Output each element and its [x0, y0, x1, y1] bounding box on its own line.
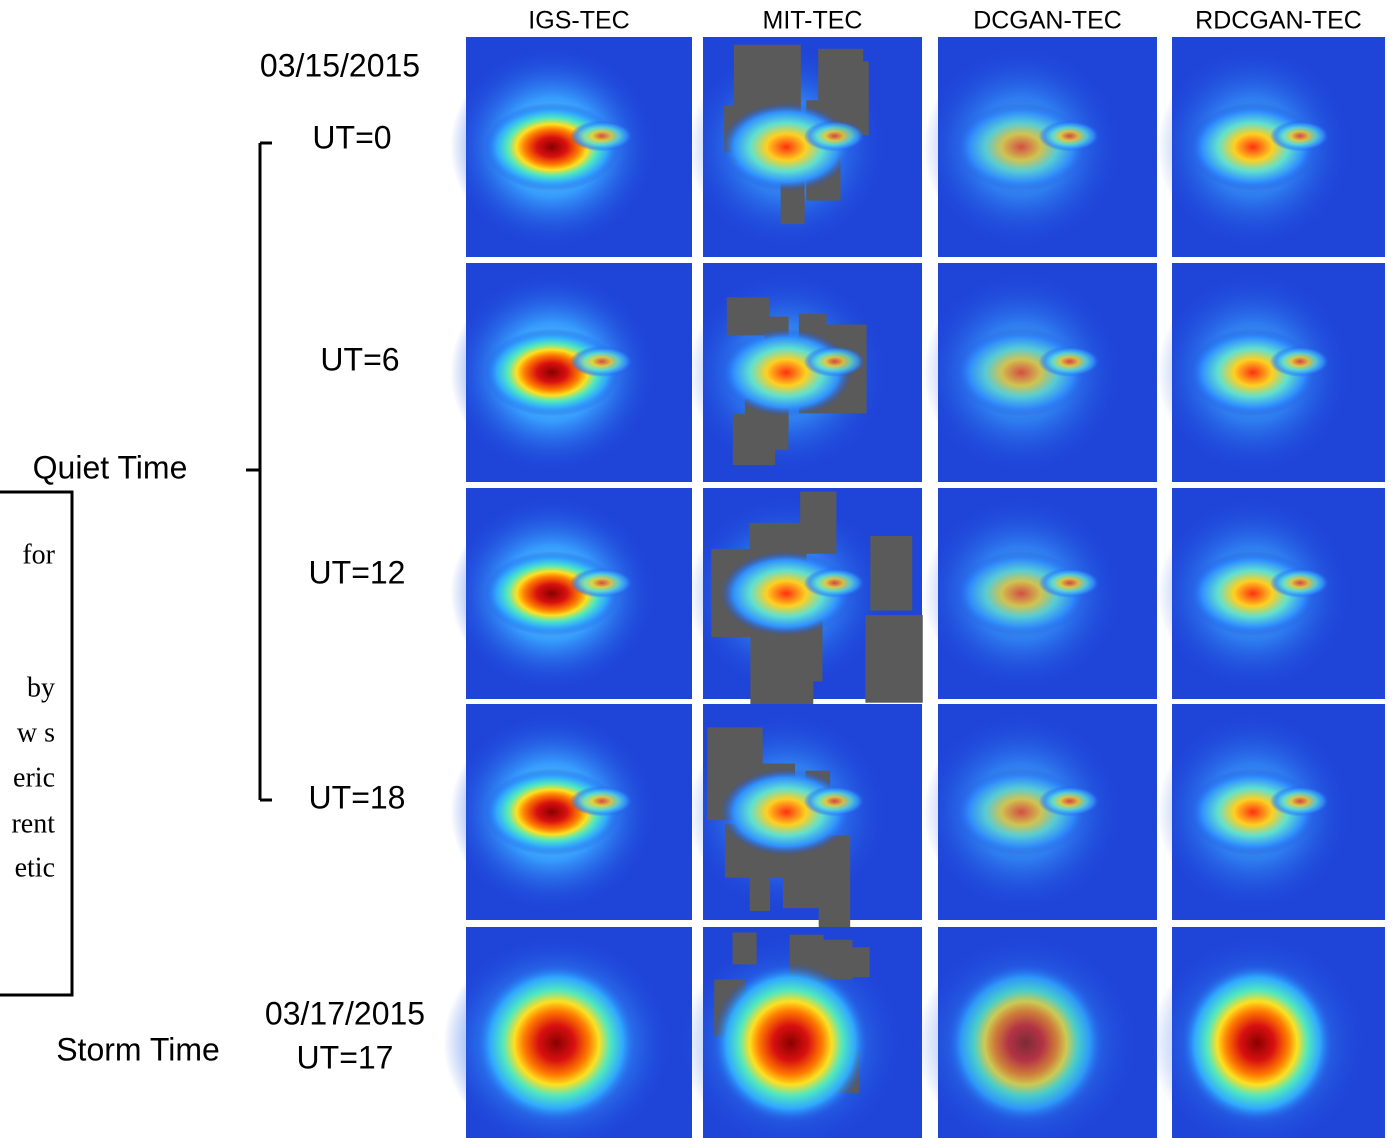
missing-data [870, 536, 912, 611]
date-label: 03/17/2015 [265, 995, 425, 1031]
map-arm [1270, 346, 1330, 377]
column-header: MIT-TEC [763, 7, 863, 35]
map-arm [804, 568, 865, 598]
map-core [712, 963, 870, 1123]
row-label: UT=0 [312, 119, 391, 155]
missing-data [800, 492, 836, 554]
tec-map [688, 37, 922, 257]
figure: for by w s eric rent etic 03/15/2015 Quiet Ti… [0, 0, 1397, 1138]
tec-map [450, 263, 692, 482]
map-arm [1039, 786, 1100, 816]
caption-text: rent [11, 808, 55, 839]
map-arm [1270, 568, 1330, 598]
column-header: IGS-TEC [528, 7, 629, 35]
tec-map [916, 927, 1157, 1138]
tec-map [923, 488, 1157, 699]
tec-map [1157, 704, 1385, 920]
map-arm [1270, 121, 1330, 152]
map-arm [1039, 346, 1100, 377]
column-header: RDCGAN-TEC [1195, 7, 1362, 35]
bracket [246, 143, 272, 800]
tec-map [450, 704, 692, 920]
tec-map [1157, 263, 1385, 482]
tile-grid [443, 37, 1385, 1138]
tec-map [688, 488, 923, 718]
map-arm [1270, 786, 1330, 816]
missing-data [865, 615, 922, 703]
tec-map [688, 263, 922, 482]
map-arm [804, 346, 865, 377]
row-label: UT=6 [320, 341, 399, 377]
tec-map [443, 927, 692, 1138]
map-arm [1039, 568, 1100, 598]
row-label: UT=18 [309, 779, 406, 815]
tec-map [681, 927, 922, 1138]
tec-map [688, 704, 922, 940]
map-arm [570, 568, 633, 598]
tec-map [923, 263, 1157, 482]
date-label: 03/15/2015 [260, 47, 420, 83]
missing-data [819, 835, 850, 940]
tec-map [923, 704, 1157, 920]
group-label: Quiet Time [33, 449, 188, 485]
row-label: UT=12 [309, 554, 406, 590]
tec-map [923, 37, 1157, 257]
map-arm [804, 121, 865, 152]
map-core [475, 963, 638, 1123]
caption-text: for [22, 539, 55, 570]
map-arm [804, 786, 865, 816]
group-label: Storm Time [56, 1031, 220, 1067]
map-core [947, 963, 1105, 1123]
tec-map [1157, 488, 1385, 699]
tec-map [1157, 37, 1385, 257]
missing-data [733, 933, 757, 965]
map-core [1181, 963, 1334, 1123]
map-arm [1039, 121, 1100, 152]
caption-text: etic [15, 852, 55, 883]
map-arm [570, 346, 633, 377]
row-label: UT=17 [297, 1039, 394, 1075]
tec-map [450, 37, 692, 257]
tec-map [450, 488, 692, 699]
map-arm [570, 786, 633, 816]
caption-text: eric [13, 762, 55, 793]
tec-map [1151, 927, 1385, 1138]
missing-data [727, 297, 770, 335]
map-arm [570, 121, 633, 152]
column-header: DCGAN-TEC [973, 7, 1122, 35]
caption-text: w s [17, 717, 55, 748]
caption-text: by [27, 672, 55, 703]
caption: for by w s eric rent etic [11, 539, 55, 883]
